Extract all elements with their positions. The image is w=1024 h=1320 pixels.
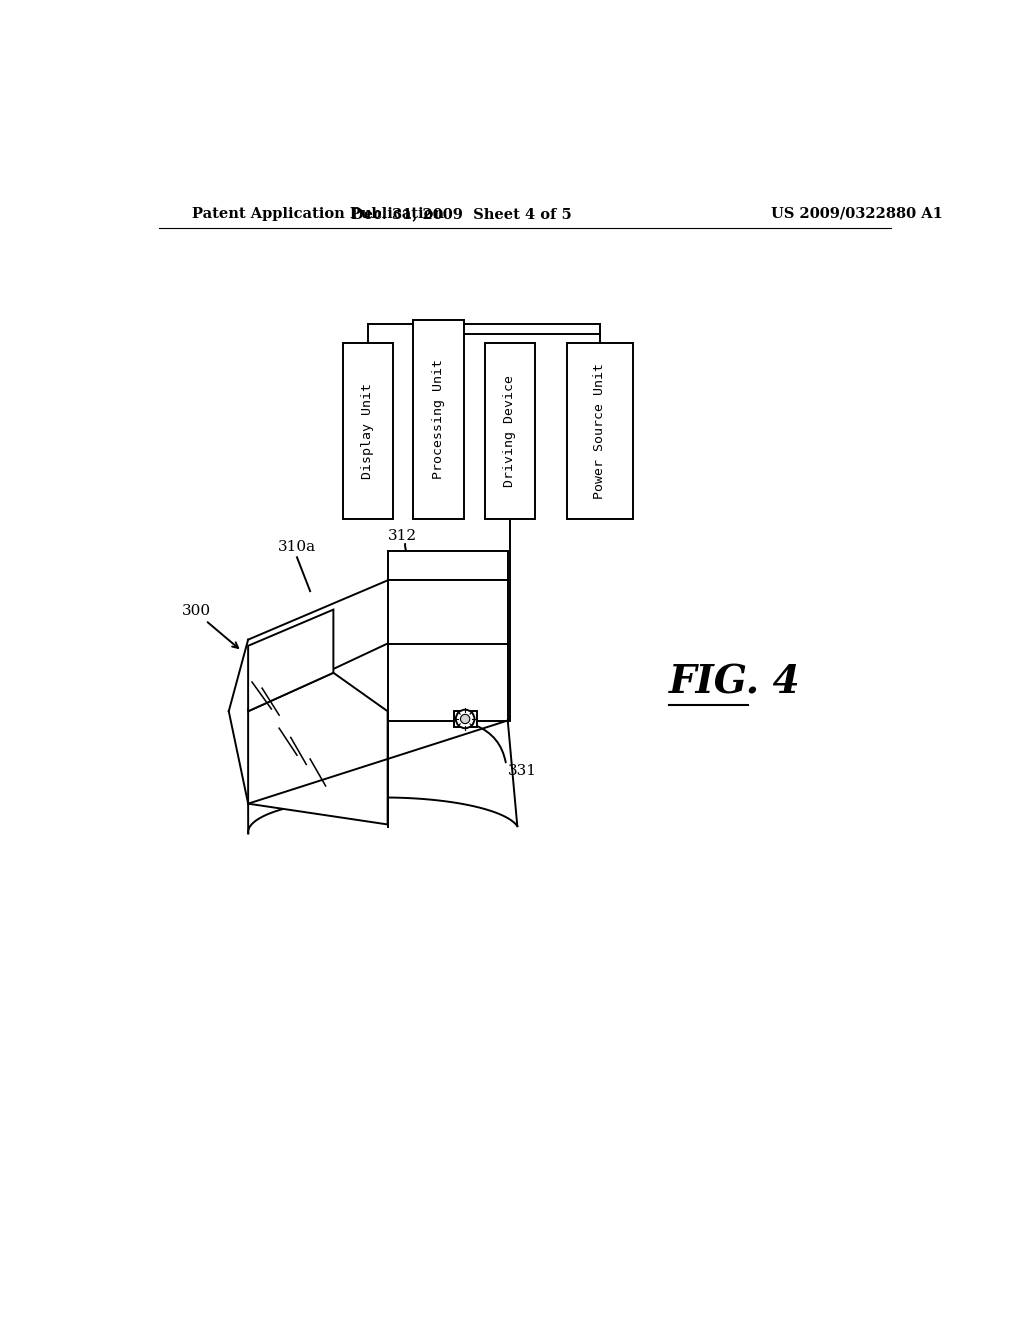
Text: Dec. 31, 2009  Sheet 4 of 5: Dec. 31, 2009 Sheet 4 of 5 [351, 207, 571, 220]
Bar [484, 343, 535, 519]
Text: 312: 312 [388, 529, 417, 543]
Text: 310a: 310a [278, 540, 316, 554]
Text: FIG. 4: FIG. 4 [669, 663, 801, 701]
Polygon shape [388, 581, 508, 644]
Text: Processing Unit: Processing Unit [432, 359, 444, 479]
Text: US 2009/0322880 A1: US 2009/0322880 A1 [771, 207, 943, 220]
Bar [343, 343, 393, 519]
Bar [566, 343, 633, 519]
Text: Power Source Unit: Power Source Unit [593, 363, 606, 499]
Polygon shape [454, 711, 477, 726]
Text: 300: 300 [181, 605, 211, 618]
Bar [414, 321, 464, 519]
Polygon shape [248, 673, 388, 825]
Text: Driving Device: Driving Device [503, 375, 516, 487]
Text: Display Unit: Display Unit [361, 383, 375, 479]
Polygon shape [388, 552, 508, 581]
Polygon shape [248, 610, 334, 711]
Text: Patent Application Publication: Patent Application Publication [193, 207, 444, 220]
Circle shape [461, 714, 470, 723]
Text: 331: 331 [508, 763, 537, 777]
Circle shape [456, 710, 474, 729]
